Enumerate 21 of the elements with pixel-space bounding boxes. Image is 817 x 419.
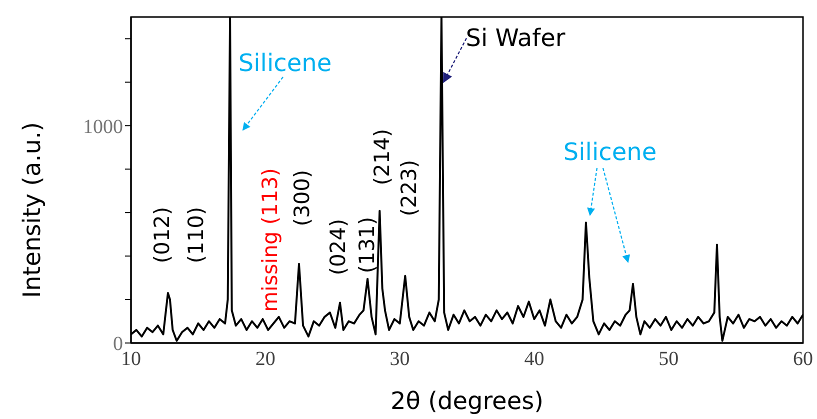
annotation: (223) bbox=[397, 160, 421, 216]
y-axis-title: Intensity (a.u.) bbox=[18, 122, 46, 298]
annotation: Silicene bbox=[563, 138, 657, 166]
y-tick-label: 1000 bbox=[83, 116, 123, 138]
annotation: (131) bbox=[355, 216, 379, 274]
x-axis-title: 2θ (degrees) bbox=[390, 387, 544, 415]
annotation: (214) bbox=[370, 128, 394, 186]
annotation: Silicene bbox=[238, 49, 332, 77]
annotation: (012) bbox=[150, 206, 174, 264]
annotation: missing (113) bbox=[258, 168, 282, 312]
x-tick-label: 50 bbox=[658, 348, 679, 370]
x-tick-label: 30 bbox=[390, 348, 410, 370]
annotation: (300) bbox=[290, 170, 314, 226]
x-tick-label: 60 bbox=[793, 348, 813, 370]
annotation: Si Wafer bbox=[466, 24, 566, 52]
y-tick-label: 0 bbox=[113, 333, 123, 356]
annotation: (110) bbox=[184, 206, 208, 264]
x-tick-label: 40 bbox=[524, 348, 544, 370]
annotation: (024) bbox=[326, 218, 350, 276]
x-tick-label: 20 bbox=[255, 348, 276, 370]
x-tick-label: 10 bbox=[121, 348, 141, 370]
